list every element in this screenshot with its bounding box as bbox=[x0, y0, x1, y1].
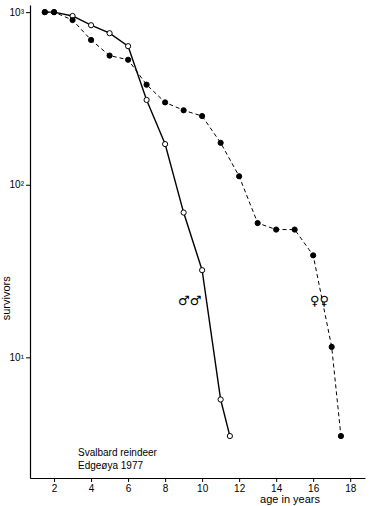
series-marker bbox=[181, 210, 186, 215]
series-marker bbox=[274, 227, 279, 232]
series-marker bbox=[163, 100, 168, 105]
y-axis-title: survivors bbox=[0, 276, 12, 321]
series-marker bbox=[88, 37, 93, 42]
series-marker bbox=[338, 433, 343, 438]
x-tick-mark bbox=[54, 478, 55, 482]
y-tick-label: 10² bbox=[10, 179, 25, 190]
y-tick: 10³ bbox=[10, 7, 30, 18]
x-tick: 14 bbox=[271, 478, 283, 494]
x-tick: 18 bbox=[345, 478, 357, 494]
x-tick: 10 bbox=[197, 478, 209, 494]
x-tick-label: 12 bbox=[234, 483, 246, 494]
series-marker bbox=[227, 433, 232, 438]
series-marker bbox=[42, 10, 47, 15]
x-tick: 6 bbox=[126, 478, 132, 494]
series-marker bbox=[200, 113, 205, 118]
series-marker bbox=[144, 82, 149, 87]
series-marker bbox=[218, 140, 223, 145]
x-tick-label: 4 bbox=[89, 483, 95, 494]
x-axis: 2 4 6 8 10 12 14 16 18 bbox=[31, 478, 366, 494]
series-marker bbox=[200, 268, 205, 273]
series-marker bbox=[88, 23, 93, 28]
x-axis-title: age in years bbox=[260, 493, 320, 505]
x-tick-mark bbox=[313, 478, 314, 482]
series-label: ♂♂ bbox=[178, 293, 201, 308]
marks bbox=[42, 10, 343, 439]
y-tick-mark bbox=[26, 185, 30, 186]
x-tick-mark bbox=[276, 478, 277, 482]
y-tick: 10² bbox=[10, 179, 30, 190]
series-marker bbox=[51, 10, 56, 15]
series-line bbox=[45, 12, 341, 436]
series-marker bbox=[255, 220, 260, 225]
series-marker bbox=[125, 57, 130, 62]
series-line bbox=[45, 12, 230, 436]
y-tick: 10¹ bbox=[10, 352, 30, 363]
series-marker bbox=[70, 17, 75, 22]
series-marker bbox=[181, 108, 186, 113]
x-tick: 2 bbox=[52, 478, 58, 494]
series-label: ♀♀ bbox=[310, 293, 329, 308]
y-axis-line bbox=[30, 6, 31, 479]
x-tick-label: 8 bbox=[163, 483, 169, 494]
x-tick-mark bbox=[128, 478, 129, 482]
x-tick-mark bbox=[350, 478, 351, 482]
x-tick-mark bbox=[91, 478, 92, 482]
y-tick-mark bbox=[26, 357, 30, 358]
series-marker bbox=[144, 97, 149, 102]
y-tick-mark bbox=[26, 12, 30, 13]
series-marker bbox=[292, 227, 297, 232]
x-tick-mark bbox=[202, 478, 203, 482]
series-marker bbox=[107, 31, 112, 36]
y-tick-label: 10³ bbox=[10, 7, 25, 18]
x-tick: 16 bbox=[308, 478, 320, 494]
annotation: Svalbard reindeer bbox=[78, 447, 158, 458]
x-tick: 4 bbox=[89, 478, 95, 494]
x-tick-label: 10 bbox=[197, 483, 209, 494]
series-marker bbox=[237, 174, 242, 179]
series-marker bbox=[42, 10, 47, 15]
x-tick-mark bbox=[239, 478, 240, 482]
y-tick-label: 10¹ bbox=[10, 352, 25, 363]
series-marker bbox=[125, 44, 130, 49]
series-marker bbox=[163, 141, 168, 146]
series-marker bbox=[311, 253, 316, 258]
series-marker bbox=[329, 344, 334, 349]
chart: 2 4 6 8 10 12 14 16 18 10¹ 10² 10³ age in years survi… bbox=[0, 0, 377, 506]
annotation: Edgeøya 1977 bbox=[78, 460, 143, 471]
series-marker bbox=[51, 10, 56, 15]
x-tick-label: 6 bbox=[126, 483, 132, 494]
plot: 2 4 6 8 10 12 14 16 18 10¹ 10² 10³ bbox=[10, 6, 366, 495]
x-tick-label: 18 bbox=[345, 483, 357, 494]
x-tick: 8 bbox=[163, 478, 169, 494]
x-tick: 12 bbox=[234, 478, 246, 494]
series-marker bbox=[107, 53, 112, 58]
x-axis-line bbox=[31, 478, 366, 479]
y-axis: 10¹ 10² 10³ bbox=[10, 6, 31, 479]
x-tick-mark bbox=[165, 478, 166, 482]
x-tick-label: 2 bbox=[52, 483, 58, 494]
series-marker bbox=[218, 397, 223, 402]
